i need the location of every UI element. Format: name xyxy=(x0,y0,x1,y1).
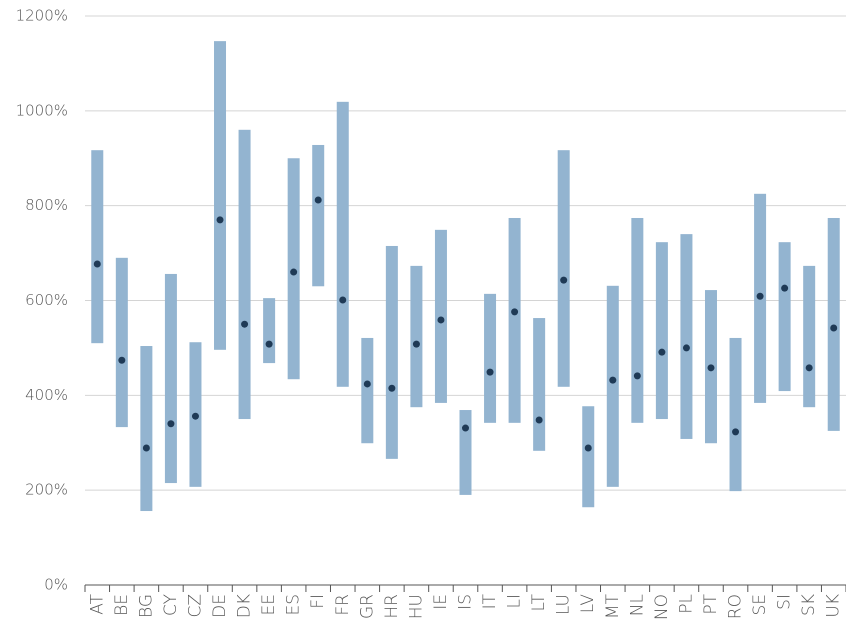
dot xyxy=(756,292,764,300)
x-tick-label: DE xyxy=(210,594,230,618)
range-bar xyxy=(410,265,423,408)
dot xyxy=(462,424,469,432)
dot xyxy=(781,284,789,292)
range-bar xyxy=(434,229,447,403)
y-tick-label: 1000% xyxy=(16,101,68,119)
range-bar xyxy=(533,318,546,451)
range-bar xyxy=(361,337,374,444)
dot xyxy=(658,348,666,356)
dot xyxy=(191,412,199,420)
range-bar xyxy=(606,285,619,487)
range-bar xyxy=(140,346,153,512)
dot xyxy=(412,340,420,348)
x-tick-label: EE xyxy=(259,594,279,615)
range-bar xyxy=(91,150,104,344)
x-tick-label: AT xyxy=(87,593,107,614)
x-tick-label: CY xyxy=(161,594,181,616)
x-tick-label: PL xyxy=(676,594,696,614)
dot xyxy=(584,444,592,452)
y-tick-label: 800% xyxy=(25,196,68,214)
range-bar xyxy=(508,217,521,423)
x-tick-label: UK xyxy=(824,594,844,618)
range-bar xyxy=(655,242,668,420)
range-bar xyxy=(115,257,128,428)
dot xyxy=(339,296,347,304)
dot xyxy=(216,216,224,224)
range-bar xyxy=(631,217,644,423)
x-tick-label: LT xyxy=(529,593,549,611)
range-bar xyxy=(263,298,276,364)
dot xyxy=(241,320,249,328)
range-bar xyxy=(827,217,840,431)
y-tick-label: 200% xyxy=(25,481,68,499)
dot xyxy=(363,380,371,388)
x-tick-label: MT xyxy=(603,593,623,619)
y-tick-label: 600% xyxy=(25,291,68,309)
dot xyxy=(732,428,740,436)
range-bar xyxy=(557,150,570,387)
x-tick-label: SE xyxy=(750,594,770,616)
x-tick-label: DK xyxy=(235,594,255,618)
dot xyxy=(167,420,175,428)
dot xyxy=(290,268,298,276)
dot xyxy=(560,276,568,284)
dot xyxy=(388,384,396,392)
range-bar xyxy=(336,101,349,387)
range-bar xyxy=(459,410,472,495)
x-tick-label: NO xyxy=(652,594,672,620)
range-bar xyxy=(164,273,177,484)
range-bar xyxy=(680,234,693,439)
dot xyxy=(314,196,322,204)
dot xyxy=(93,260,101,268)
x-tick-label: IS xyxy=(456,594,476,610)
dot xyxy=(633,372,641,380)
x-tick-label: LV xyxy=(578,594,598,614)
range-bar xyxy=(238,129,251,420)
x-tick-label: IE xyxy=(431,594,451,610)
x-tick-label: LU xyxy=(554,594,574,615)
x-tick-label: SK xyxy=(799,594,819,616)
dot xyxy=(511,308,519,316)
x-tick-label: PT xyxy=(701,593,721,614)
dot xyxy=(707,364,715,372)
x-tick-label: RO xyxy=(726,594,746,619)
range-bar xyxy=(582,406,595,508)
dot xyxy=(142,444,150,452)
y-tick-label: 1200% xyxy=(16,7,68,25)
y-tick-label: 0% xyxy=(44,576,68,594)
dot xyxy=(805,364,813,372)
range-bar xyxy=(778,242,791,392)
dot xyxy=(118,356,126,364)
range-bar xyxy=(312,144,325,287)
dot xyxy=(682,344,690,352)
x-tick-label: HU xyxy=(406,594,426,619)
dot xyxy=(535,416,543,424)
x-tick-label: BG xyxy=(136,594,156,618)
dot xyxy=(265,340,273,348)
x-tick-label: NL xyxy=(627,594,647,616)
x-tick-label: FI xyxy=(308,594,328,609)
x-tick-label: SI xyxy=(775,594,795,610)
y-tick-label: 400% xyxy=(25,386,68,404)
range-bar xyxy=(385,245,398,459)
x-tick-label: BE xyxy=(112,594,132,616)
x-tick-label: IT xyxy=(480,593,500,609)
dot xyxy=(609,376,617,384)
dot xyxy=(437,316,445,324)
range-bar xyxy=(214,41,227,350)
range-bar xyxy=(729,337,742,492)
dot xyxy=(486,368,494,376)
range-bar xyxy=(484,293,497,423)
x-tick-label: HR xyxy=(382,594,402,619)
range-bar xyxy=(803,265,816,408)
x-tick-label: GR xyxy=(357,594,377,619)
x-tick-label: FR xyxy=(333,594,353,616)
x-tick-label: LI xyxy=(505,594,525,609)
x-tick-label: ES xyxy=(284,594,304,616)
x-tick-label: CZ xyxy=(185,594,205,618)
dot xyxy=(830,324,838,332)
